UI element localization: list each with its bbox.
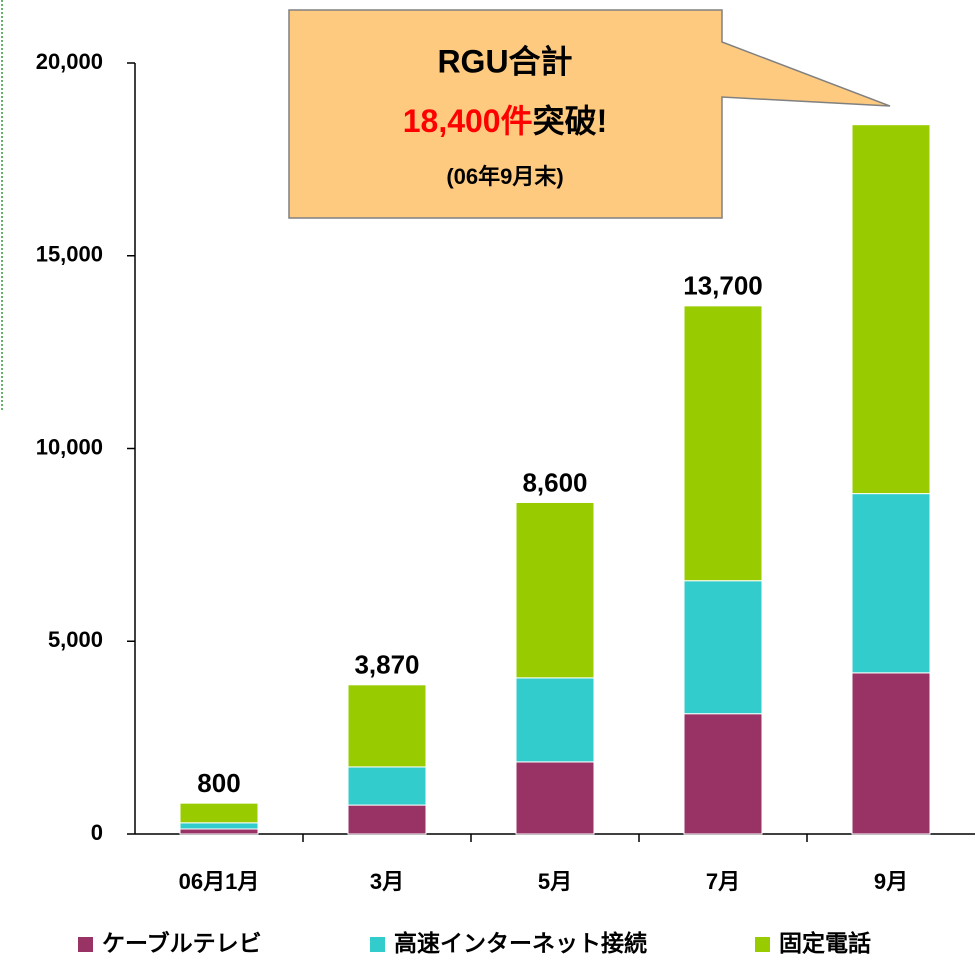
bar-segment (515, 761, 595, 835)
x-tick-label: 06月1月 (179, 869, 260, 894)
y-tick-label: 5,000 (48, 627, 103, 652)
callout-highlight: 18,400件 (403, 103, 533, 139)
bar-segment (515, 677, 595, 763)
callout: RGU合計 18,400件突破! (06年9月末) (288, 9, 891, 219)
callout-title: RGU合計 (437, 43, 572, 79)
y-tick-label: 0 (91, 820, 103, 845)
bar-segment (347, 684, 427, 768)
total-label: 800 (197, 768, 240, 798)
legend-label: 固定電話 (779, 930, 871, 956)
legend-label: 高速インターネット接続 (394, 930, 647, 956)
callout-note: (06年9月末) (446, 164, 563, 189)
x-tick-label: 9月 (874, 869, 908, 894)
bar-segment (347, 804, 427, 835)
x-tick-label: 7月 (706, 869, 740, 894)
bar-segment (851, 124, 931, 495)
x-tick-label: 3月 (370, 869, 404, 894)
total-label: 8,600 (522, 467, 587, 497)
bar-segment (179, 802, 259, 824)
legend-swatch (78, 937, 93, 952)
legend-label: ケーブルテレビ (102, 930, 262, 956)
total-label: 13,700 (683, 271, 763, 301)
y-tick-label: 10,000 (36, 434, 103, 459)
callout-box (288, 9, 891, 219)
bar-segment (347, 766, 427, 806)
bar-segment (683, 305, 763, 582)
callout-text: 突破! (533, 103, 608, 139)
bar-segment (179, 828, 259, 835)
bar-segment (851, 493, 931, 674)
legend-swatch (755, 937, 770, 952)
bar-segment (851, 672, 931, 835)
total-label: 3,870 (354, 650, 419, 680)
bar-segment (179, 822, 259, 830)
bar-segment (515, 501, 595, 679)
x-tick-label: 5月 (538, 869, 572, 894)
y-tick-label: 20,000 (36, 49, 103, 74)
legend-swatch (370, 937, 385, 952)
y-tick-label: 15,000 (36, 242, 103, 267)
bar-segment (683, 713, 763, 835)
bar-segment (683, 580, 763, 715)
callout-line: 18,400件突破! (403, 103, 608, 139)
